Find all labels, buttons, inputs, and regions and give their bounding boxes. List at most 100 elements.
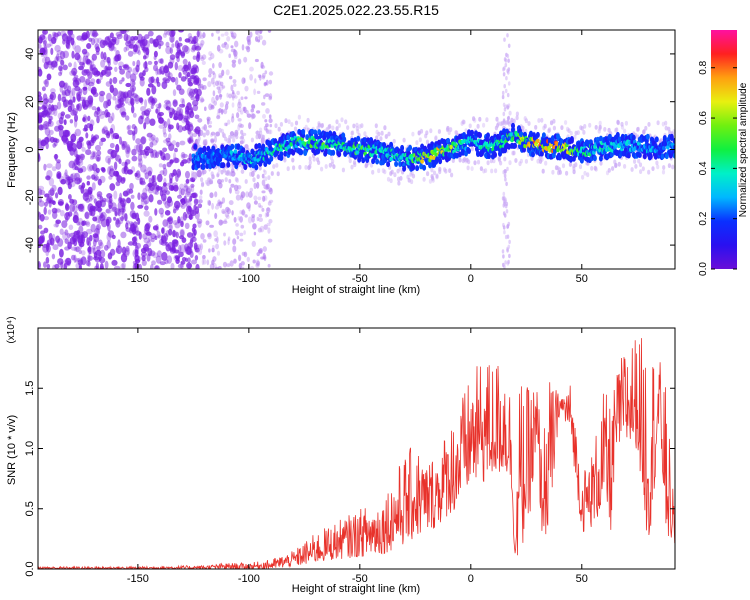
noise-dot <box>130 73 137 82</box>
noise-dot <box>197 203 203 209</box>
noise-dot <box>177 194 182 199</box>
trace-dot <box>631 134 636 141</box>
noise-dot <box>82 220 87 226</box>
noise-dot <box>43 120 50 130</box>
noise-dot <box>100 59 106 68</box>
noise-dot <box>47 33 52 42</box>
noise-dot <box>194 254 199 261</box>
spike-dot <box>507 259 510 265</box>
noise-dot <box>155 108 159 114</box>
halo-dot <box>449 127 453 132</box>
noise-dot <box>255 262 260 268</box>
trace-dot <box>493 151 497 158</box>
trace-dot <box>617 136 622 143</box>
trace-dot <box>241 147 246 154</box>
noise-dot <box>228 93 232 99</box>
noise-dot <box>133 225 139 234</box>
trace-dot <box>672 152 675 159</box>
noise-dot <box>263 169 266 173</box>
noise-dot <box>127 50 134 57</box>
noise-dot <box>140 251 148 257</box>
noise-dot <box>89 234 93 242</box>
noise-dot <box>83 80 88 90</box>
noise-dot <box>186 63 192 72</box>
noise-dot <box>72 77 78 82</box>
halo-dot <box>541 168 545 174</box>
noise-dot <box>43 44 47 53</box>
noise-dot <box>180 97 185 104</box>
noise-dot <box>84 211 90 220</box>
noise-dot <box>172 229 176 238</box>
noise-dot <box>86 43 92 49</box>
noise-dot <box>251 113 256 119</box>
halo-dot <box>190 170 195 176</box>
noise-dot <box>144 34 150 40</box>
noise-dot <box>233 216 237 223</box>
noise-dot <box>69 119 74 124</box>
trace-dot <box>411 164 416 171</box>
noise-dot <box>141 259 147 266</box>
halo-dot <box>207 181 211 187</box>
noise-dot <box>176 84 182 91</box>
noise-dot <box>76 92 81 101</box>
halo-dot <box>407 177 411 183</box>
noise-dot <box>42 40 48 45</box>
noise-dot <box>115 181 121 187</box>
trace-dot <box>476 151 480 157</box>
noise-dot <box>54 153 58 161</box>
noise-dot <box>126 125 130 131</box>
noise-dot <box>129 96 133 105</box>
noise-dot <box>195 93 200 102</box>
halo-dot <box>283 157 287 163</box>
noise-dot <box>94 43 100 50</box>
halo-dot <box>332 164 336 170</box>
noise-dot <box>239 266 245 269</box>
noise-dot <box>78 136 84 142</box>
noise-dot <box>115 50 120 57</box>
halo-dot <box>515 111 520 117</box>
noise-dot <box>87 190 93 195</box>
trace-dot <box>201 164 206 170</box>
noise-dot <box>203 259 207 265</box>
noise-dot <box>183 185 189 192</box>
noise-dot <box>82 127 89 132</box>
noise-dot <box>199 189 203 195</box>
noise-dot <box>166 255 172 264</box>
noise-dot <box>46 263 51 269</box>
halo-dot <box>615 127 619 133</box>
noise-dot <box>189 251 194 258</box>
noise-dot <box>81 48 88 55</box>
noise-dot <box>92 247 96 255</box>
noise-dot <box>153 38 160 48</box>
noise-dot <box>118 61 124 67</box>
halo-dot <box>275 163 279 168</box>
noise-dot <box>125 222 129 230</box>
noise-dot <box>109 32 114 39</box>
noise-dot <box>86 68 91 77</box>
noise-dot <box>91 53 98 61</box>
noise-dot <box>117 208 122 217</box>
noise-dot <box>120 216 125 222</box>
noise-dot <box>114 66 118 73</box>
noise-dot <box>178 72 182 79</box>
noise-dot <box>125 35 132 44</box>
noise-dot <box>96 191 103 198</box>
noise-dot <box>214 238 217 242</box>
noise-dot <box>172 99 178 108</box>
trace-dot <box>375 158 380 165</box>
noise-dot <box>184 38 191 43</box>
noise-dot <box>189 177 195 182</box>
noise-dot <box>120 231 127 239</box>
noise-dot <box>151 175 155 184</box>
noise-dot <box>249 74 254 81</box>
noise-dot <box>88 37 93 42</box>
halo-dot <box>512 118 516 124</box>
halo-dot <box>448 168 452 174</box>
spike-dot <box>508 253 511 259</box>
noise-dot <box>215 94 219 101</box>
halo-dot <box>499 160 503 166</box>
noise-dot <box>90 150 98 160</box>
noise-dot <box>229 75 233 80</box>
noise-dot <box>231 62 236 68</box>
noise-dot <box>143 122 147 130</box>
